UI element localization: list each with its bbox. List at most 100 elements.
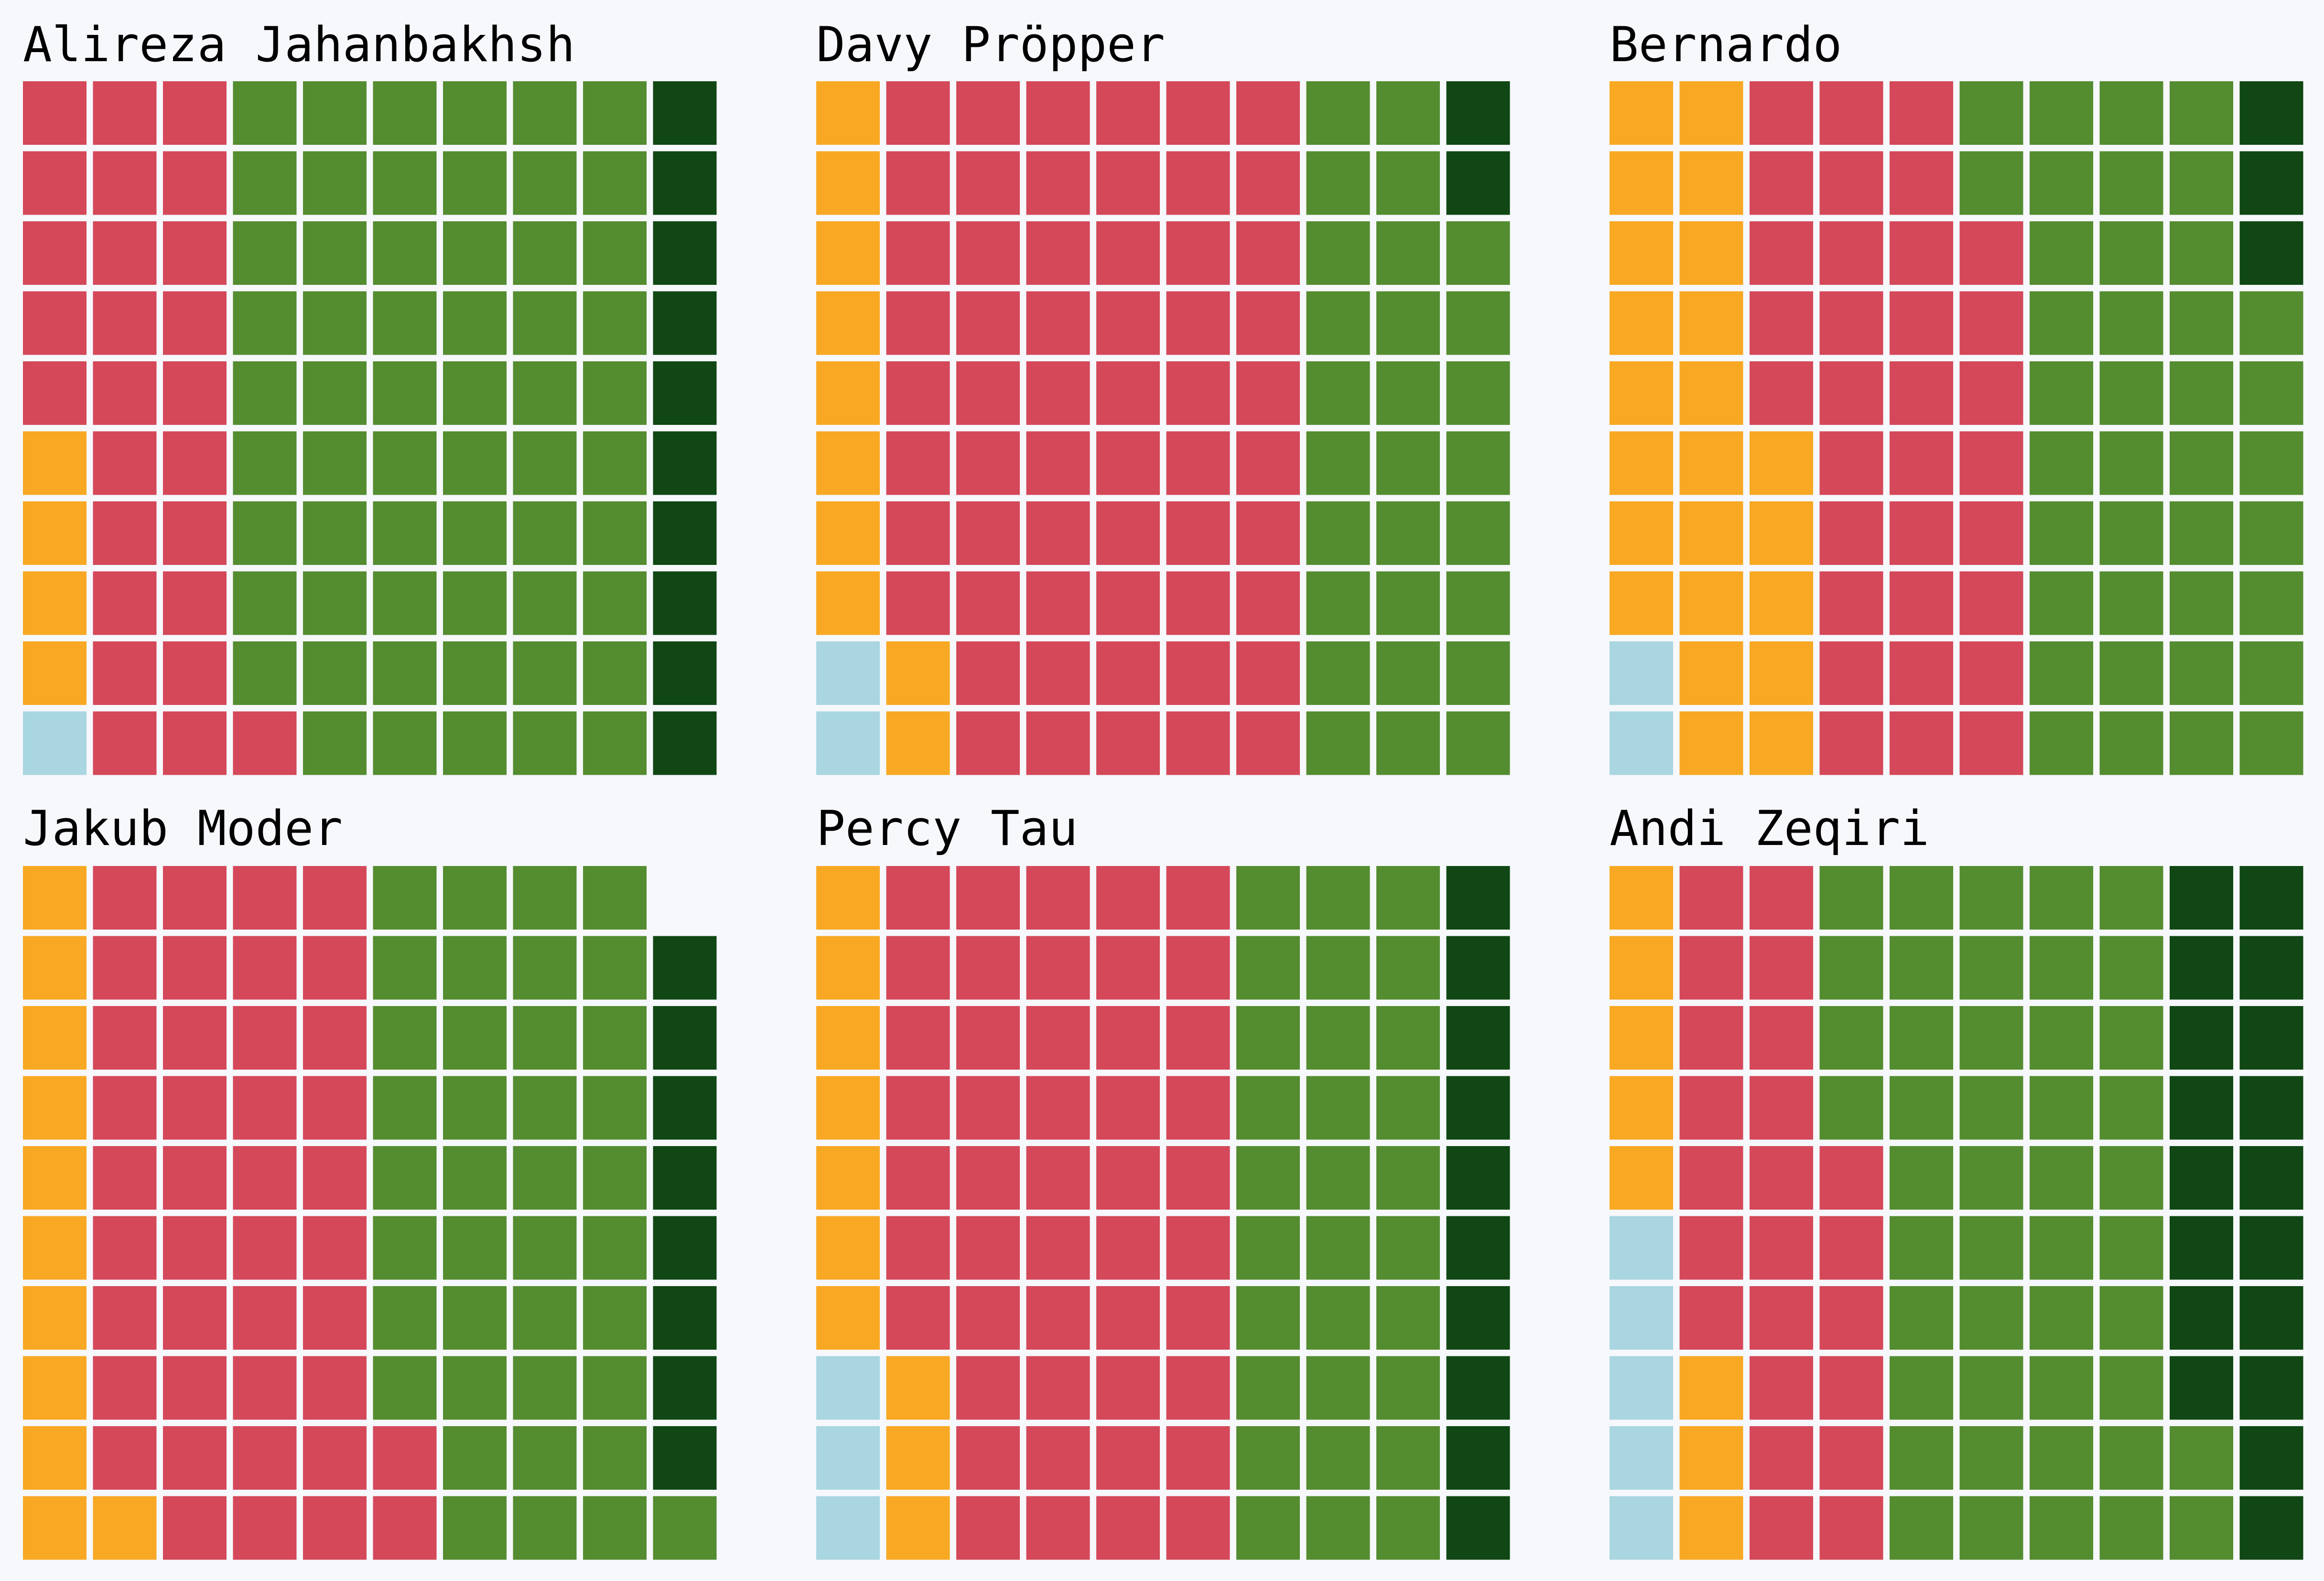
waffle-cell-green	[1890, 1356, 1953, 1420]
waffle-cell-red	[1890, 151, 1953, 215]
waffle-cell-red	[233, 1286, 297, 1350]
waffle-cell-red	[1096, 81, 1160, 145]
waffle-cell-green	[2099, 1076, 2163, 1140]
waffle-cell-red	[23, 221, 86, 285]
waffle-cell-red	[163, 1356, 227, 1420]
waffle-cell-green	[233, 501, 297, 565]
waffle-cell-red	[1166, 936, 1230, 1000]
waffle-cell-red	[886, 81, 950, 145]
waffle-cell-green	[1236, 1356, 1300, 1420]
waffle-cell-red	[23, 81, 86, 145]
waffle-cell-red	[1026, 936, 1090, 1000]
waffle-cell-green	[513, 571, 577, 635]
waffle-cell-green	[2030, 81, 2093, 145]
waffle-cell-green	[2099, 641, 2163, 705]
waffle-cell-red	[1819, 361, 1883, 425]
panel-title: Jakub Moder	[23, 800, 343, 856]
waffle-cell-red	[1819, 501, 1883, 565]
waffle-cell-green	[1376, 1006, 1440, 1070]
waffle-cell-orange	[1679, 291, 1743, 355]
waffle-cell-green	[1959, 1356, 2023, 1420]
waffle-cell-green	[1959, 1146, 2023, 1210]
waffle-cell-green	[1376, 936, 1440, 1000]
waffle-cell-green	[1819, 936, 1883, 1000]
waffle-cell-green	[513, 1356, 577, 1420]
waffle-cell-green	[1376, 431, 1440, 495]
waffle-cell-red	[1096, 151, 1160, 215]
waffle-cell-red	[1679, 1146, 1743, 1210]
waffle-cell-orange	[23, 431, 86, 495]
waffle-cell-green	[583, 501, 647, 565]
waffle-cell-green	[1890, 866, 1953, 930]
waffle-cell-red	[1750, 1076, 1813, 1140]
waffle-cell-green	[2170, 1426, 2233, 1490]
waffle-cell-light-blue	[1610, 1356, 1673, 1420]
waffle-cells	[816, 866, 1510, 1560]
waffle-cell-green	[2099, 1146, 2163, 1210]
waffle-cell-red	[93, 711, 157, 775]
waffle-cell-orange	[1750, 431, 1813, 495]
waffle-cell-red	[1096, 1356, 1160, 1420]
waffle-cell-green	[1376, 501, 1440, 565]
waffle-cell-dark-green	[2239, 936, 2303, 1000]
waffle-cell-red	[1236, 501, 1300, 565]
waffle-cell-red	[1096, 1216, 1160, 1280]
waffle-cell-orange	[1610, 866, 1673, 930]
waffle-cell-green	[2239, 361, 2303, 425]
waffle-cell-dark-green	[1446, 866, 1510, 930]
waffle-cell-green	[2170, 1496, 2233, 1560]
waffle-cell-dark-green	[653, 936, 717, 1000]
waffle-cell-orange	[1610, 81, 1673, 145]
waffle-cell-green	[1376, 81, 1440, 145]
waffle-cell-red	[1026, 431, 1090, 495]
waffle-cell-red	[163, 711, 227, 775]
waffle-cell-red	[1166, 1496, 1230, 1560]
waffle-cell-green	[2170, 291, 2233, 355]
waffle-cell-orange	[1610, 1146, 1673, 1210]
waffle-cell-green	[443, 221, 507, 285]
waffle-cell-orange	[816, 81, 880, 145]
waffle-cell-green	[303, 711, 367, 775]
waffle-cell-red	[1959, 571, 2023, 635]
waffle-cell-green	[1890, 1146, 1953, 1210]
waffle-cell-red	[163, 866, 227, 930]
waffle-cell-red	[1026, 501, 1090, 565]
waffle-cell-dark-green	[2239, 151, 2303, 215]
waffle-cell-red	[93, 1216, 157, 1280]
waffle-cell-green	[2030, 1356, 2093, 1420]
waffle-cell-green	[583, 1076, 647, 1140]
waffle-cell-green	[2099, 151, 2163, 215]
waffle-cell-green	[1959, 936, 2023, 1000]
waffle-cell-green	[513, 291, 577, 355]
waffle-cell-green	[2099, 866, 2163, 930]
waffle-cell-red	[93, 571, 157, 635]
waffle-cell-red	[1679, 1216, 1743, 1280]
waffle-cell-green	[443, 1076, 507, 1140]
waffle-cell-green	[2099, 501, 2163, 565]
waffle-cell-dark-green	[2239, 1216, 2303, 1280]
waffle-cell-orange	[1679, 151, 1743, 215]
waffle-cell-dark-green	[2170, 936, 2233, 1000]
waffle-cell-red	[1819, 1496, 1883, 1560]
waffle-cell-red	[1026, 361, 1090, 425]
waffle-cell-green	[373, 81, 437, 145]
waffle-cell-green	[2170, 431, 2233, 495]
waffle-cell-red	[1166, 291, 1230, 355]
waffle-cell-green	[1959, 1286, 2023, 1350]
waffle-cell-red	[1819, 711, 1883, 775]
waffle-cell-dark-green	[2170, 1286, 2233, 1350]
waffle-cell-orange	[93, 1496, 157, 1560]
waffle-cell-dark-green	[2239, 1286, 2303, 1350]
waffle-cell-dark-green	[2239, 1426, 2303, 1490]
waffle-cell-green	[2170, 571, 2233, 635]
waffle-cell-red	[956, 641, 1020, 705]
waffle-cell-red	[1679, 1286, 1743, 1350]
waffle-cell-dark-green	[1446, 1146, 1510, 1210]
waffle-cell-red	[1890, 711, 1953, 775]
waffle-cell-orange	[23, 1286, 86, 1350]
waffle-cell-green	[513, 1286, 577, 1350]
waffle-cell-green	[513, 431, 577, 495]
waffle-cell-red	[1959, 711, 2023, 775]
waffle-cell-red	[886, 1286, 950, 1350]
waffle-cell-green	[233, 151, 297, 215]
